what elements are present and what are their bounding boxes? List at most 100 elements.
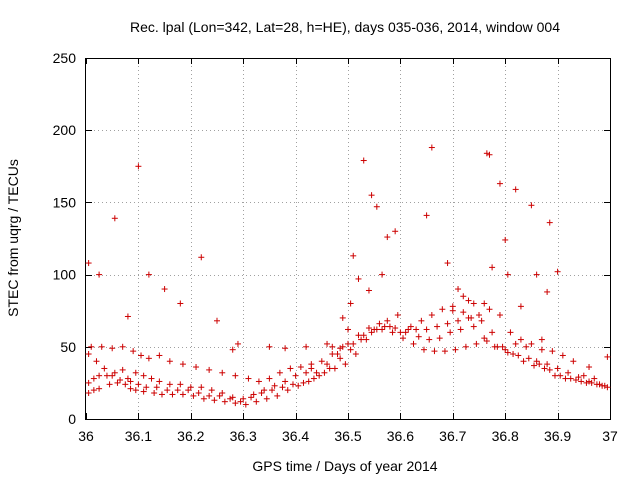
data-point bbox=[282, 345, 289, 352]
data-point bbox=[350, 252, 357, 259]
data-point bbox=[300, 379, 307, 386]
data-point bbox=[533, 358, 540, 365]
data-point bbox=[523, 343, 530, 350]
data-point bbox=[266, 343, 273, 350]
data-point bbox=[428, 312, 435, 319]
data-point bbox=[572, 377, 579, 384]
data-point bbox=[504, 349, 511, 356]
data-point bbox=[140, 372, 147, 379]
data-point bbox=[496, 312, 503, 319]
data-point bbox=[544, 361, 551, 368]
data-point bbox=[489, 264, 496, 271]
data-point bbox=[124, 313, 131, 320]
data-point bbox=[402, 329, 409, 336]
data-point bbox=[135, 163, 142, 170]
data-point bbox=[93, 358, 100, 365]
data-point bbox=[232, 400, 239, 407]
data-point bbox=[219, 369, 226, 376]
data-point bbox=[557, 372, 564, 379]
data-point bbox=[140, 388, 147, 395]
data-point bbox=[109, 345, 116, 352]
x-tick-label: 36 bbox=[78, 428, 94, 444]
data-point bbox=[127, 385, 134, 392]
data-point bbox=[179, 391, 186, 398]
data-point bbox=[444, 260, 451, 267]
data-point bbox=[476, 312, 482, 319]
data-point bbox=[214, 317, 220, 324]
data-point bbox=[103, 372, 110, 379]
data-point bbox=[295, 382, 302, 389]
data-point bbox=[441, 348, 448, 355]
data-point bbox=[604, 353, 611, 360]
data-point bbox=[363, 336, 370, 343]
data-point bbox=[166, 381, 173, 388]
data-point bbox=[386, 323, 393, 330]
data-point bbox=[305, 378, 312, 385]
data-point bbox=[510, 351, 517, 358]
data-point bbox=[211, 397, 218, 404]
data-point bbox=[578, 378, 585, 385]
data-point bbox=[502, 346, 509, 353]
data-point bbox=[221, 398, 228, 405]
y-tick-labels: 0 50 100 150 200 250 bbox=[53, 50, 77, 427]
data-point bbox=[329, 351, 336, 358]
data-point bbox=[232, 372, 239, 379]
data-point bbox=[591, 375, 598, 382]
y-tick-label: 50 bbox=[60, 339, 76, 355]
data-point bbox=[554, 365, 561, 372]
chart-title: Rec. lpal (Lon=342, Lat=28, h=HE), days … bbox=[130, 19, 560, 35]
data-point bbox=[533, 271, 540, 278]
data-point bbox=[365, 287, 372, 294]
data-point bbox=[515, 352, 522, 359]
data-point bbox=[373, 203, 380, 210]
data-point bbox=[567, 375, 574, 382]
data-point bbox=[368, 192, 375, 199]
data-point bbox=[177, 300, 184, 307]
data-point bbox=[496, 180, 503, 187]
data-point bbox=[158, 391, 165, 398]
data-point bbox=[473, 340, 480, 347]
data-point bbox=[551, 372, 558, 379]
data-point bbox=[462, 343, 469, 350]
data-point bbox=[324, 340, 331, 347]
data-point bbox=[389, 329, 396, 336]
data-point bbox=[420, 346, 427, 353]
data-point bbox=[303, 369, 310, 376]
data-point bbox=[486, 306, 493, 313]
data-point bbox=[242, 401, 249, 408]
data-point bbox=[546, 219, 553, 226]
data-point bbox=[586, 364, 593, 371]
data-point bbox=[156, 378, 163, 385]
data-point bbox=[536, 361, 543, 368]
data-point bbox=[321, 369, 328, 376]
x-tick-label: 36.8 bbox=[492, 428, 519, 444]
data-point bbox=[303, 343, 310, 350]
data-point bbox=[145, 271, 152, 278]
data-point bbox=[227, 395, 234, 402]
data-point bbox=[153, 384, 160, 391]
data-point bbox=[145, 355, 152, 362]
data-point bbox=[200, 395, 207, 402]
data-point bbox=[111, 369, 118, 376]
data-point bbox=[436, 335, 443, 342]
data-point bbox=[528, 340, 535, 347]
data-point bbox=[216, 392, 223, 399]
data-point bbox=[392, 228, 399, 235]
data-point bbox=[439, 306, 446, 313]
data-point bbox=[381, 323, 388, 330]
data-point bbox=[400, 335, 407, 342]
x-tick-label: 36.3 bbox=[230, 428, 257, 444]
y-tick-label: 100 bbox=[53, 267, 77, 283]
x-tick-label: 36.6 bbox=[387, 428, 414, 444]
data-point bbox=[98, 343, 105, 350]
data-point bbox=[198, 254, 205, 261]
data-point bbox=[460, 293, 467, 300]
data-point bbox=[491, 343, 498, 350]
data-point bbox=[525, 355, 532, 362]
data-point bbox=[339, 343, 346, 350]
data-point bbox=[85, 351, 92, 358]
data-point bbox=[554, 268, 561, 275]
data-point bbox=[470, 300, 477, 307]
data-point bbox=[601, 382, 608, 389]
y-axis-label: STEC from uqrg / TECUs bbox=[5, 159, 21, 317]
